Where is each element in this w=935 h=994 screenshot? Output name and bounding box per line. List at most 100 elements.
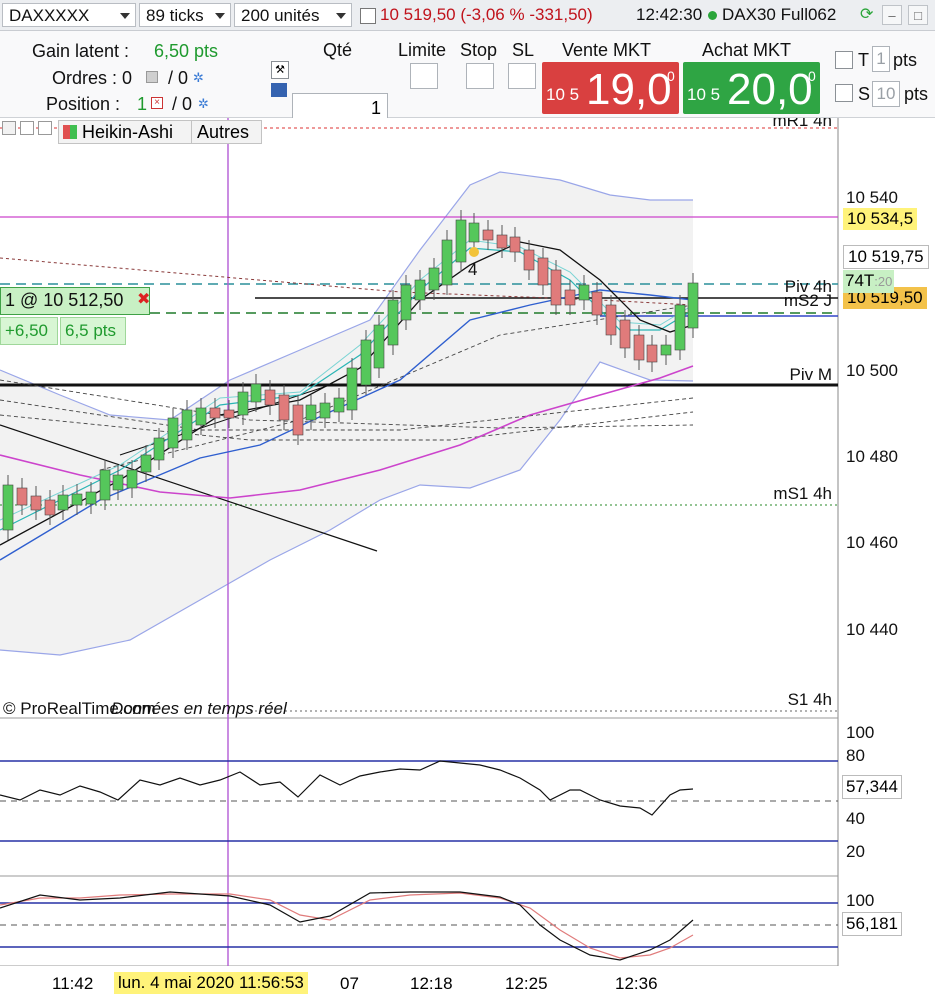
chart-style-label[interactable]: Heikin-Ashi xyxy=(82,122,174,142)
bollinger-upper xyxy=(0,171,693,421)
ticks-label: 89 ticks xyxy=(146,6,204,25)
target-checkbox[interactable] xyxy=(835,51,853,69)
chevron-down-icon xyxy=(120,13,130,19)
refresh-icon[interactable]: ⟳ xyxy=(860,6,874,23)
moving-average-dashed xyxy=(0,411,694,441)
buy-price-main: 20,0 xyxy=(727,65,813,114)
candle xyxy=(687,282,699,329)
position-sep: / 0 xyxy=(172,94,193,114)
price-axis-tick: 10 540 xyxy=(846,188,898,207)
sl-header: SL xyxy=(512,40,535,60)
close-position-icon[interactable]: × xyxy=(151,97,163,109)
candle xyxy=(605,304,617,336)
price-tag-534: 10 534,5 xyxy=(843,208,918,230)
stop-pts: pts xyxy=(904,84,929,104)
sell-price-prefix: 10 5 xyxy=(546,85,580,104)
stoch-signal-line xyxy=(0,892,694,959)
candle xyxy=(428,267,440,291)
cancel-orders-icon[interactable] xyxy=(146,71,158,83)
time-tick: 12:36 xyxy=(615,974,658,993)
position-tag[interactable]: 1 @ 10 512,50 ✖ xyxy=(0,287,150,315)
instrument-dropdown[interactable]: DAXXXXX xyxy=(2,3,136,27)
candle xyxy=(523,249,535,271)
units-dropdown[interactable]: 200 unités xyxy=(234,3,352,27)
wrench-icon[interactable]: ⚒ xyxy=(271,61,289,79)
contract-name: DAX30 Full062 xyxy=(722,5,837,24)
chart-tools xyxy=(2,121,56,135)
others-menu[interactable]: Autres xyxy=(197,122,250,142)
price-axis-tick: 10 500 xyxy=(846,361,898,380)
candle xyxy=(85,491,97,505)
bell-icon[interactable] xyxy=(2,121,16,135)
candle xyxy=(441,239,453,286)
ticks-left-tag: 74T:20 xyxy=(843,270,895,293)
gear-icon[interactable]: ✲ xyxy=(198,96,209,111)
stop-loss-icon[interactable] xyxy=(508,63,536,89)
candle xyxy=(181,409,193,441)
units-label: 200 unités xyxy=(241,6,320,25)
quote-text: 10 519,50 (-3,06 % -331,50) xyxy=(380,5,593,24)
sell-price-sup: 0 xyxy=(667,68,675,84)
candle xyxy=(237,391,249,416)
moving-average-dashed xyxy=(0,379,694,429)
candle xyxy=(482,229,494,241)
ticks-dropdown[interactable]: 89 ticks xyxy=(139,3,231,27)
sell-header: Vente MKT xyxy=(562,40,652,60)
stop-checkbox[interactable] xyxy=(835,84,853,102)
buy-market-button[interactable]: 10 5 20,0 0 xyxy=(683,62,820,114)
candle xyxy=(99,469,111,501)
level-mr1-label: mR1 4h xyxy=(772,118,832,130)
copyright-label: © ProRealTime.com xyxy=(3,699,156,718)
divider xyxy=(191,120,192,144)
candle xyxy=(360,339,372,386)
position-label: Position : xyxy=(46,94,121,114)
candle-style-icon xyxy=(63,125,77,139)
moving-average-dashed xyxy=(0,257,694,306)
candle xyxy=(400,284,412,321)
candle xyxy=(44,499,56,516)
sell-price-main: 19,0 xyxy=(586,65,672,114)
stoch-axis-tick: 100 xyxy=(846,891,874,910)
qty-header: Qté xyxy=(323,40,353,60)
sell-market-button[interactable]: 10 5 19,0 0 xyxy=(542,62,679,114)
candle xyxy=(292,404,304,436)
stop-input[interactable]: 10 xyxy=(872,81,900,107)
candle xyxy=(619,319,631,349)
hidden-price-label: :20 xyxy=(874,274,893,289)
minimize-icon[interactable]: – xyxy=(882,5,902,25)
zoom-in-icon[interactable] xyxy=(38,121,52,135)
candle xyxy=(209,407,221,419)
maximize-icon[interactable]: □ xyxy=(908,5,928,25)
alert-count: 4 xyxy=(468,260,477,279)
bollinger-lower xyxy=(0,361,694,656)
candle xyxy=(660,344,672,356)
stop-order-icon[interactable] xyxy=(466,63,494,89)
level-s1-label: S1 4h xyxy=(788,690,832,709)
limit-order-icon[interactable] xyxy=(410,63,438,89)
candle xyxy=(30,495,42,511)
chevron-down-icon xyxy=(336,13,346,19)
level-ms1-label: mS1 4h xyxy=(773,484,832,503)
level-pivm-label: Piv M xyxy=(790,365,833,384)
candle xyxy=(153,437,165,461)
keypad-icon[interactable] xyxy=(271,83,287,97)
candle xyxy=(387,299,399,346)
time-tick: 11:42 xyxy=(52,974,94,993)
buy-header: Achat MKT xyxy=(702,40,792,60)
level-ms2-label: mS2 J xyxy=(784,291,832,310)
target-input[interactable]: 1 xyxy=(872,46,890,72)
gain-label: Gain latent : xyxy=(32,41,130,61)
zoom-out-icon[interactable] xyxy=(20,121,34,135)
level-piv4h-label: Piv 4h xyxy=(785,277,832,296)
candle xyxy=(468,222,480,243)
gear-icon[interactable]: ✲ xyxy=(193,70,204,85)
info-icon[interactable] xyxy=(360,8,376,24)
gain-tag-label: +6,50 xyxy=(5,321,49,340)
chart-style-bar: Heikin-Ashi Autres xyxy=(58,120,262,144)
candle xyxy=(509,236,521,253)
buy-price-sup: 0 xyxy=(808,68,816,84)
close-icon[interactable]: ✖ xyxy=(137,291,151,308)
candle xyxy=(264,389,276,406)
candle xyxy=(112,474,124,491)
